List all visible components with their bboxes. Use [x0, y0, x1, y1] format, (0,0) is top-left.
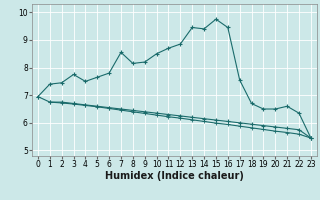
X-axis label: Humidex (Indice chaleur): Humidex (Indice chaleur) — [105, 171, 244, 181]
